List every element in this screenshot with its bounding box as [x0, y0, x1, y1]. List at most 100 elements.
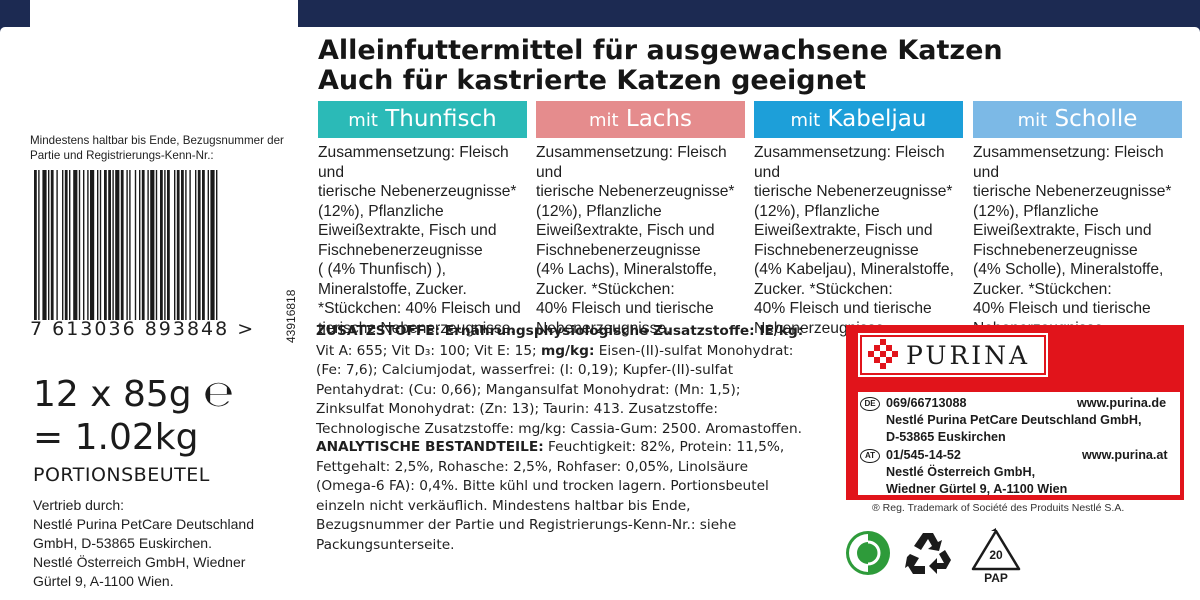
barcode-bar [69, 170, 71, 320]
barcode-bar [134, 170, 137, 320]
composition-line: tierische Nebenerzeugnisse* [536, 183, 735, 200]
barcode-bar [104, 170, 107, 320]
barcode-bar [176, 170, 180, 320]
web-at: www.purina.at [1082, 448, 1168, 462]
barcode-number: 7 613036 893848 > [30, 318, 256, 340]
composition-line: Eiweißextrakte, Fisch und [973, 222, 1152, 239]
barcode-bar [155, 170, 158, 320]
barcode-bar [195, 170, 197, 320]
composition-line: (4% Scholle), Mineralstoffe, [973, 261, 1164, 278]
recycle-icon [905, 533, 951, 574]
barcode-bar [181, 170, 184, 320]
barcode-bar [87, 170, 89, 320]
composition-scholle: Zusammensetzung: Fleisch und tierische Ne… [973, 143, 1187, 338]
composition-line: Zusammensetzung: Fleisch und [973, 144, 1164, 181]
purina-contact-inner: DE 069/66713088 www.purina.de Nestlé Pur… [858, 392, 1180, 496]
company-de: Nestlé Purina PetCare Deutschland GmbH, [886, 413, 1142, 427]
barcode-bar [216, 170, 218, 320]
barcode [34, 170, 218, 320]
barcode-bar [112, 170, 114, 320]
composition-line: (4% Lachs), Mineralstoffe, [536, 261, 717, 278]
recycling-code: 20 [989, 548, 1003, 562]
checkerboard-icon [868, 339, 898, 369]
barcode-bar [150, 170, 155, 320]
barcode-bar [90, 170, 95, 320]
barcode-bar [78, 170, 81, 320]
purina-logo: PURINA [858, 333, 1048, 377]
barcode-bar [126, 170, 128, 320]
country-badge-at: AT [860, 449, 880, 463]
composition-line: (12%), Pflanzliche [318, 202, 444, 220]
barcode-bar [139, 170, 141, 320]
barcode-bar [185, 170, 187, 320]
barcode-bar [42, 170, 47, 320]
variant-tab-lachs: mit Lachs [536, 101, 745, 138]
purina-wordmark: PURINA [906, 341, 1031, 370]
barcode-bar [164, 170, 166, 320]
barcode-bar [202, 170, 205, 320]
barcode-bar [167, 170, 170, 320]
composition-line: Fischnebenerzeugnisse [318, 241, 483, 259]
address-de: D-53865 Euskirchen [886, 430, 1006, 444]
barcode-bar [99, 170, 102, 320]
distribution-info: Vertrieb durch: Nestlé Purina PetCare De… [33, 497, 255, 589]
best-before-note: Mindestens haltbar bis Ende, Bezugsnumme… [30, 134, 284, 162]
barcode-bar [141, 170, 145, 320]
barcode-bar [174, 170, 176, 320]
composition-line: 40% Fleisch und tierische [536, 300, 714, 317]
composition-line: Eiweißextrakte, Fisch und [536, 222, 715, 239]
barcode-bar [64, 170, 68, 320]
composition-line: 40% Fleisch und tierische [754, 300, 932, 317]
composition-line: Fischnebenerzeugnisse [754, 241, 919, 259]
country-badge-de: DE [860, 397, 880, 411]
additives-block: ZUSATZSTOFFE: Ernährungsphysiologische Z… [316, 323, 804, 437]
weight-line-2: = 1.02kg [33, 417, 199, 458]
recycling-material: PAP [984, 571, 1008, 584]
composition-line: (12%), Pflanzliche [754, 202, 880, 220]
barcode-bar [129, 170, 131, 320]
barcode-bar [73, 170, 78, 320]
composition-line: Zucker. *Stückchen: [973, 280, 1112, 298]
barcode-bar [48, 170, 50, 320]
composition-line: Fischnebenerzeugnisse [973, 241, 1138, 259]
composition-line: Zusammensetzung: Fleisch und [318, 144, 509, 181]
barcode-bar [207, 170, 209, 320]
barcode-bar [56, 170, 58, 320]
composition-line: Mineralstoffe, Zucker. [318, 280, 467, 298]
heading-line-1: Alleinfuttermittel für ausgewachsene Kat… [318, 35, 1003, 66]
variant-tab-scholle: mit Scholle [973, 101, 1182, 138]
composition-line: tierische Nebenerzeugnisse* [973, 183, 1172, 200]
composition-line: (4% Kabeljau), Mineralstoffe, [754, 261, 954, 278]
weight-line-1: 12 x 85g ℮ [33, 374, 234, 415]
pap-recycle-icon: 20 PAP [971, 528, 1021, 584]
composition-line: tierische Nebenerzeugnisse* [318, 183, 517, 200]
barcode-bar [34, 170, 37, 320]
barcode-bar [160, 170, 163, 320]
composition-line: tierische Nebenerzeugnisse* [754, 183, 953, 200]
composition-line: (12%), Pflanzliche [536, 202, 662, 220]
barcode-bar [50, 170, 54, 320]
composition-lachs: Zusammensetzung: Fleisch und tierische Ne… [536, 143, 750, 338]
barcode-bar [83, 170, 85, 320]
composition-line: Zusammensetzung: Fleisch und [754, 144, 945, 181]
barcode-bar [97, 170, 99, 320]
batch-number: 43916818 [284, 289, 298, 343]
barcode-bar [115, 170, 120, 320]
composition-line: 40% Fleisch und tierische [973, 300, 1151, 317]
composition-line: Eiweißextrakte, Fisch und [754, 222, 933, 239]
composition-line: (12%), Pflanzliche [973, 202, 1099, 220]
barcode-bar [62, 170, 64, 320]
barcode-bar [120, 170, 124, 320]
heading-line-2: Auch für kastrierte Katzen geeignet [318, 65, 867, 96]
composition-thunfisch: Zusammensetzung: Fleisch und tierische Ne… [318, 143, 532, 338]
barcode-bar [108, 170, 111, 320]
barcode-bar [197, 170, 201, 320]
phone-at: 01/545-14-52 [886, 448, 961, 462]
portion-unit: PORTIONSBEUTEL [33, 464, 210, 486]
green-dot-icon [846, 531, 890, 575]
top-strip-white [30, 0, 298, 28]
web-de: www.purina.de [1077, 396, 1167, 410]
phone-de: 069/66713088 [886, 396, 967, 410]
composition-line: Fischnebenerzeugnisse [536, 241, 701, 259]
barcode-bar [210, 170, 215, 320]
